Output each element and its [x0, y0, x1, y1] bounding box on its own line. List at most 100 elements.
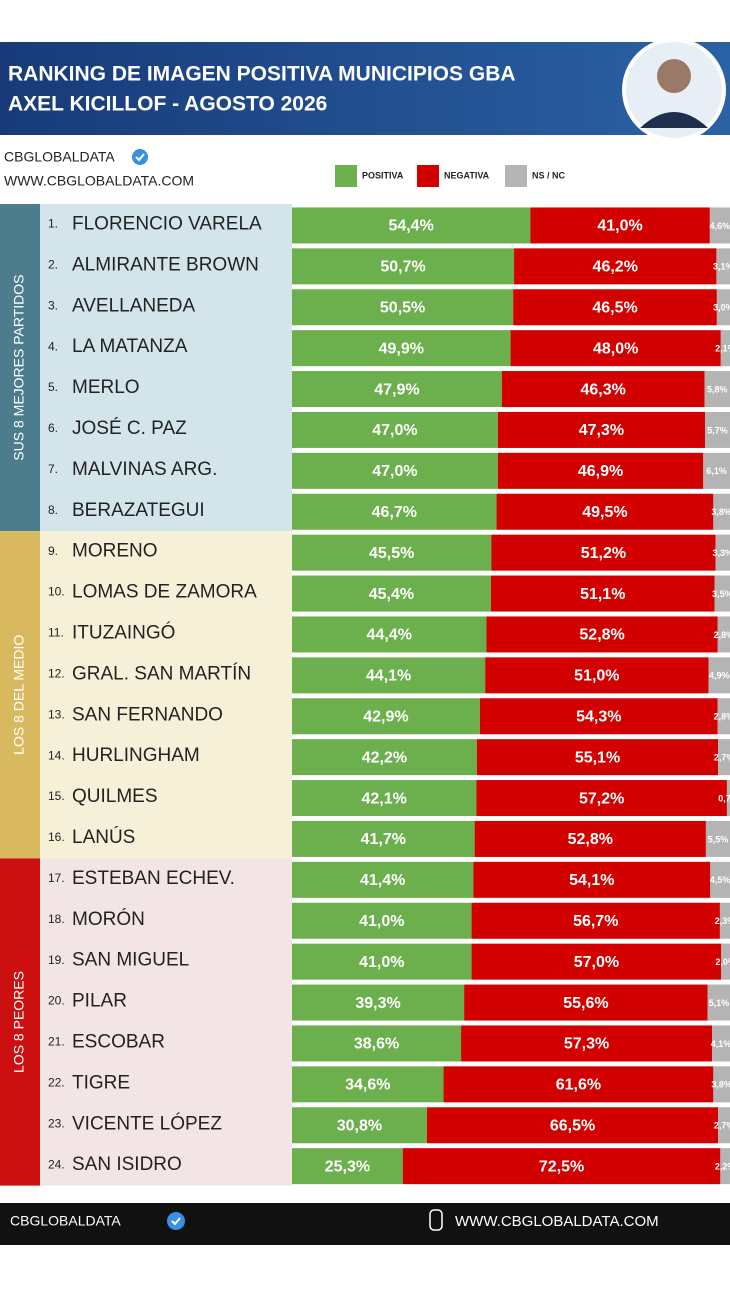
group-strip	[0, 858, 40, 1186]
legend-label: NS / NC	[532, 170, 566, 180]
bar-segment	[292, 861, 474, 898]
value-label: 55,1%	[575, 749, 620, 766]
bar-segment	[705, 411, 730, 448]
value-label: 4,1%	[711, 1039, 730, 1049]
value-label: 51,2%	[581, 545, 626, 562]
bar-segment	[443, 1066, 714, 1103]
category-label: LA MATANZA	[72, 336, 188, 357]
category-label: ESTEBAN ECHEV.	[72, 868, 235, 889]
portrait-head	[657, 59, 691, 93]
value-label: 2,7%	[714, 1121, 730, 1131]
bar-segment	[292, 698, 480, 735]
bar-segment	[292, 780, 477, 817]
value-label: 66,5%	[550, 1117, 595, 1134]
bar-segment	[510, 330, 721, 367]
rank: 1.	[48, 217, 58, 231]
rank: 16.	[48, 830, 65, 844]
category-label: JOSÉ C. PAZ	[72, 418, 187, 439]
bar-segment	[497, 411, 706, 448]
bar-segment	[707, 984, 730, 1021]
bar-segment	[486, 616, 718, 653]
bar-segment	[720, 330, 730, 367]
group-background	[0, 204, 292, 532]
rank: 21.	[48, 1035, 65, 1049]
category-label: SAN ISIDRO	[72, 1154, 182, 1175]
value-label: 2,7%	[714, 753, 730, 763]
bar-segment	[476, 739, 719, 776]
value-label: 50,7%	[380, 259, 425, 276]
legend-swatch	[417, 165, 439, 187]
group-label: LOS 8 DEL MEDIO	[11, 635, 27, 755]
bar-segment	[292, 984, 465, 1021]
value-label: 47,0%	[372, 463, 417, 480]
bar-segment	[426, 1107, 719, 1144]
bar-segment	[471, 902, 720, 939]
bar-segment	[490, 575, 715, 612]
value-label: 57,3%	[564, 1036, 609, 1053]
bar-segment	[497, 452, 704, 489]
value-label: 5,1%	[709, 998, 730, 1008]
value-label: 54,4%	[388, 218, 433, 235]
footer-left: CBGLOBALDATA	[10, 1213, 121, 1229]
category-label: MORÓN	[72, 908, 145, 930]
value-label: 41,0%	[359, 954, 404, 971]
category-label: MALVINAS ARG.	[72, 459, 217, 480]
bar-segment	[292, 207, 531, 244]
title-line-2: AXEL KICILLOF - AGOSTO 2026	[8, 93, 327, 116]
value-label: 4,6%	[710, 221, 730, 231]
bar-segment	[292, 943, 472, 980]
group-label: SUS 8 MEJORES PARTIDOS	[11, 274, 27, 460]
rank: 8.	[48, 503, 58, 517]
value-label: 46,5%	[592, 299, 637, 316]
group-background	[0, 531, 292, 859]
bar-segment	[292, 248, 515, 285]
value-label: 3,8%	[711, 1080, 730, 1090]
rank: 22.	[48, 1076, 65, 1090]
bar-segment	[496, 493, 714, 530]
value-label: 3,8%	[711, 507, 730, 517]
bar-segment	[491, 534, 716, 571]
value-label: 55,6%	[563, 995, 608, 1012]
bar-segment	[710, 861, 730, 898]
bar-segment	[402, 1148, 721, 1185]
bar-segment	[717, 698, 730, 735]
value-label: 38,6%	[354, 1036, 399, 1053]
rank: 17.	[48, 871, 65, 885]
category-label: LOMAS DE ZAMORA	[72, 582, 257, 603]
category-label: AVELLANEDA	[72, 295, 196, 316]
rank: 6.	[48, 421, 58, 435]
bar-segment	[720, 1148, 730, 1185]
bar-segment	[718, 1107, 730, 1144]
bar-segment	[703, 452, 730, 489]
value-label: 50,5%	[380, 299, 425, 316]
bar-segment	[714, 575, 730, 612]
value-label: 52,8%	[568, 831, 613, 848]
value-label: 30,8%	[337, 1117, 382, 1134]
value-label: 41,0%	[597, 218, 642, 235]
category-label: ITUZAINGÓ	[72, 621, 175, 643]
bar-segment	[292, 575, 491, 612]
value-label: 49,9%	[379, 340, 424, 357]
legend-label: POSITIVA	[362, 170, 404, 180]
value-label: 51,1%	[580, 586, 625, 603]
category-label: LANÚS	[72, 826, 135, 848]
rank: 2.	[48, 258, 58, 272]
value-label: 47,9%	[374, 381, 419, 398]
legend-swatch	[335, 165, 357, 187]
value-label: 46,9%	[578, 463, 623, 480]
bar-segment	[292, 289, 514, 326]
bar-segment	[530, 207, 710, 244]
rank: 10.	[48, 585, 65, 599]
category-label: MORENO	[72, 541, 158, 562]
legend-label: NEGATIVA	[444, 170, 490, 180]
value-label: 44,1%	[366, 668, 411, 685]
bar-segment	[474, 820, 706, 857]
value-label: 57,0%	[574, 954, 619, 971]
category-label: PILAR	[72, 991, 127, 1012]
bar-segment	[726, 780, 730, 817]
value-label: 25,3%	[325, 1158, 370, 1175]
value-label: 34,6%	[345, 1077, 390, 1094]
value-label: 47,0%	[372, 422, 417, 439]
bar-segment	[292, 330, 511, 367]
value-label: 46,2%	[593, 259, 638, 276]
